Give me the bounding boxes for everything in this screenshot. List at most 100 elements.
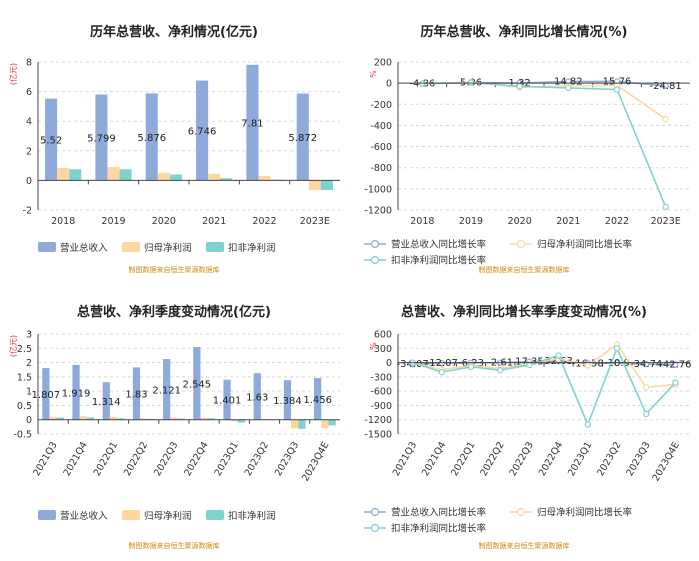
y-tick-label: -800 xyxy=(370,163,392,174)
data-label: 5.876 xyxy=(137,133,166,144)
y-tick-label: -1200 xyxy=(364,415,392,426)
data-label: 1.456 xyxy=(303,395,332,406)
y-tick-label: -600 xyxy=(370,387,392,398)
data-label: -42.76 xyxy=(659,360,691,371)
series-line xyxy=(412,343,676,389)
data-label: 5.872 xyxy=(288,133,317,144)
data-point xyxy=(613,86,621,93)
y-tick-label: -1000 xyxy=(364,184,392,195)
legend-marker xyxy=(370,507,380,517)
bar xyxy=(56,417,64,420)
y-tick-label: -1500 xyxy=(364,430,392,441)
x-tick-label: 2022 xyxy=(605,216,629,227)
bar xyxy=(207,418,215,420)
bar xyxy=(308,180,321,191)
chart-title: 总营收、净利季度变动情况(亿元) xyxy=(77,304,271,320)
source-note: 制图数据来自恒生聚源数据库 xyxy=(129,265,220,274)
x-tick-label: 2018 xyxy=(51,216,75,227)
data-label: 1.314 xyxy=(92,397,121,408)
x-tick-label: 2021Q3 xyxy=(391,440,419,478)
data-label: 1.384 xyxy=(273,396,302,407)
data-point xyxy=(438,368,446,376)
annual-revenue-profit-panel: 历年总营收、净利情况(亿元) (亿元) -2 0 2 4 6 8 2018 2019 2020 202… xyxy=(0,0,349,280)
source-note: 制图数据来自恒生聚源数据库 xyxy=(479,541,570,550)
x-tick-label: 2022Q1 xyxy=(449,440,477,478)
chart-title: 历年总营收、净利同比增长情况(%) xyxy=(421,24,628,40)
bar xyxy=(177,418,185,420)
bar xyxy=(86,417,95,420)
data-label: 5.52 xyxy=(40,136,62,147)
legend-marker xyxy=(370,523,380,533)
legend-label: 归母净利润 xyxy=(144,510,192,522)
data-point xyxy=(662,115,669,123)
bar xyxy=(140,418,148,420)
legend-marker xyxy=(516,507,526,517)
x-tick-label: 2023Q1 xyxy=(213,440,241,478)
legend-marker xyxy=(370,255,380,265)
x-tick-label: 2023Q3 xyxy=(273,440,301,478)
x-tick-label: 2022Q3 xyxy=(152,440,180,478)
x-tick-label: 2023Q2 xyxy=(243,440,271,478)
x-tick-label: 2022Q2 xyxy=(478,440,506,478)
data-point xyxy=(526,361,533,369)
y-tick-label: 2.5 xyxy=(17,344,32,355)
data-label: -12.07 xyxy=(426,358,458,369)
bar xyxy=(119,169,132,181)
y-tick-label: 8 xyxy=(26,58,32,69)
y-tick-label: -600 xyxy=(370,142,392,153)
x-tick-label: 2019 xyxy=(459,216,483,227)
legend-label: 扣非净利润 xyxy=(228,242,276,254)
x-tick-label: 2023E xyxy=(300,216,330,227)
data-label: 1.63 xyxy=(246,392,268,403)
bar xyxy=(220,178,233,181)
bar xyxy=(170,417,178,420)
x-tick-label: 2021Q3 xyxy=(31,440,59,478)
x-tick-label: 2019 xyxy=(101,216,125,227)
data-label: -10.9 xyxy=(604,358,630,369)
data-point xyxy=(565,84,572,92)
y-tick-label: -1200 xyxy=(364,206,392,217)
bar xyxy=(193,347,201,420)
legend-label: 营业总收入同比增长率 xyxy=(391,239,487,251)
bar xyxy=(246,64,259,181)
data-point xyxy=(643,384,650,391)
x-tick-label: 2021 xyxy=(556,216,580,227)
data-label: -34.74 xyxy=(630,359,662,370)
bar xyxy=(223,379,231,420)
bar xyxy=(157,173,170,181)
y-tick-label: -2 xyxy=(23,206,32,217)
y-tick-label: 0 xyxy=(26,176,32,187)
y-tick-label: 0.5 xyxy=(17,401,32,412)
y-tick-label: 0 xyxy=(386,358,392,369)
legend-swatch xyxy=(122,510,140,520)
legend-swatch xyxy=(38,242,56,252)
data-point xyxy=(438,359,446,367)
data-point xyxy=(643,410,650,418)
data-point xyxy=(662,203,669,211)
data-label: 1.401 xyxy=(213,396,242,407)
legend-label: 扣非净利润 xyxy=(228,510,276,522)
x-tick-label: 2018 xyxy=(410,216,434,227)
legend-label: 归母净利润同比增长率 xyxy=(537,507,633,519)
x-tick-label: 2023E xyxy=(651,216,681,227)
x-tick-label: 2023Q2 xyxy=(595,440,623,478)
data-point xyxy=(584,421,591,428)
y-tick-label: 2 xyxy=(26,358,32,369)
data-label: 14.82 xyxy=(554,77,583,88)
legend-label: 扣非净利润同比增长率 xyxy=(391,523,487,535)
quarterly-growth-chart: 总营收、净利同比增长率季度变动情况(%)% -1500 -1200 -900 -600 -… xyxy=(364,304,692,550)
bar xyxy=(208,173,221,181)
y-tick-label: 4 xyxy=(26,117,32,128)
bar xyxy=(321,419,329,429)
x-tick-label: 2022Q2 xyxy=(122,440,150,478)
data-point xyxy=(613,345,621,352)
quarterly-revenue-profit-chart: 总营收、净利季度变动情况(亿元) (亿元) -0.5 0 0.5 1 1.5 2 2.5 3 202… xyxy=(8,304,340,550)
data-point xyxy=(672,379,679,386)
bar xyxy=(132,367,141,420)
data-point xyxy=(584,362,591,369)
bar xyxy=(169,174,182,181)
legend-marker xyxy=(516,239,526,249)
data-label: 7.81 xyxy=(241,119,263,130)
y-tick-label: 300 xyxy=(374,344,392,355)
